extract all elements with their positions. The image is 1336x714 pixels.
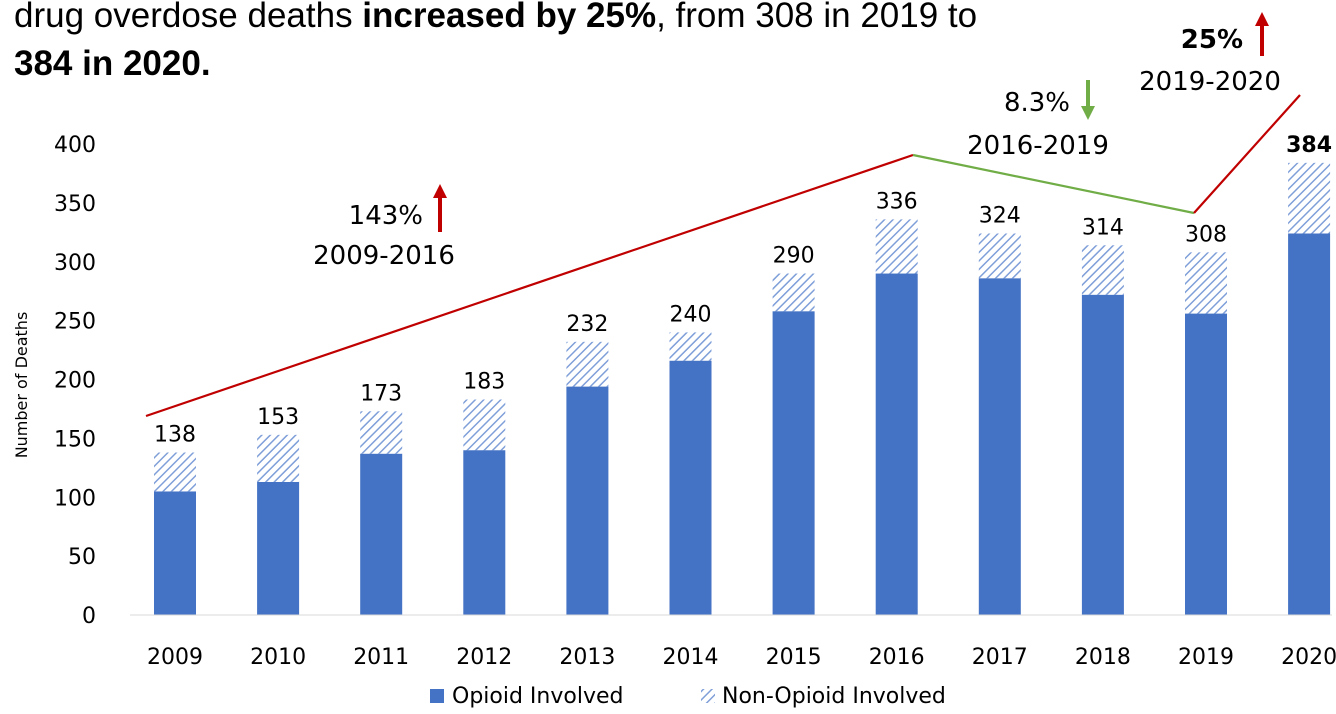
- bar-opioid-2011: [360, 453, 403, 615]
- up-arrow-icon-2009-2016: [433, 184, 447, 232]
- y-tick-label-400: 400: [54, 133, 96, 158]
- y-tick-label-350: 350: [54, 192, 96, 217]
- y-tick-label-50: 50: [68, 545, 96, 570]
- x-tick-label-2020: 2020: [1281, 645, 1336, 670]
- x-axis: 2009 2010 2011 2012 2013 2014 2015 2016 2017 2018…: [130, 614, 1336, 670]
- y-axis: 0 50 100 150 200 250 300 350 400 Number of Deaths: [12, 133, 96, 629]
- x-tick-label-2015: 2015: [766, 645, 822, 670]
- x-tick-label-2009: 2009: [147, 645, 203, 670]
- y-tick-label-100: 100: [54, 486, 96, 511]
- trend-line-2016-2019: [912, 153, 1195, 215]
- data-label-2010: 153: [257, 405, 299, 430]
- headline-bold-2: 384 in 2020: [14, 44, 201, 83]
- headline-bold-1: increased by 25%: [362, 0, 657, 35]
- data-label-2017: 324: [979, 203, 1021, 228]
- up-arrow-icon-2009-2016-head: [433, 184, 447, 198]
- bar-opioid-2015: [772, 311, 815, 615]
- data-label-2018: 314: [1082, 215, 1124, 240]
- headline-text-3: .: [200, 44, 211, 83]
- bar-opioid-2018: [1081, 294, 1124, 615]
- bar-non-opioid-2012: [463, 399, 506, 451]
- annotation-period-2009-2016: 2009-2016: [313, 241, 455, 271]
- annotation-pct-2009-2016: 143%: [349, 201, 423, 231]
- headline: drug overdose deaths increased by 25%, f…: [14, 0, 1104, 88]
- annotation-pct-2019-2020: 25%: [1181, 25, 1243, 55]
- annotation-period-2019-2020: 2019-2020: [1139, 67, 1281, 97]
- up-arrow-icon-2019-2020: [1255, 12, 1269, 56]
- bar-non-opioid-2019: [1185, 252, 1227, 314]
- bar-opioid-2016: [875, 273, 918, 615]
- bar-opioid-2010: [257, 481, 300, 615]
- y-tick-label-150: 150: [54, 427, 96, 452]
- x-tick-label-2014: 2014: [663, 645, 719, 670]
- legend: Opioid Involved Non-Opioid Involved: [430, 684, 946, 709]
- bar-non-opioid-2013: [566, 341, 609, 387]
- data-labels: 138 153 173 183 232 240 290 336 324 314 308 384: [154, 133, 1332, 448]
- x-tick-label-2016: 2016: [869, 645, 925, 670]
- annotation-period-2016-2019: 2016-2019: [967, 131, 1109, 161]
- trend-line-2009-2016: [145, 153, 914, 418]
- bar-non-opioid-2011: [360, 411, 403, 454]
- bar-non-opioid-2009: [154, 452, 196, 492]
- annotation-pct-2016-2019: 8.3%: [1004, 88, 1070, 118]
- y-tick-label-200: 200: [54, 369, 96, 394]
- data-label-2020: 384: [1286, 133, 1332, 158]
- annotations: 143% 2009-2016 8.3% 2016-2019 25% 2019-2020: [313, 12, 1281, 271]
- bar-opioid-2017: [978, 278, 1021, 615]
- trend-lines: [145, 94, 1301, 418]
- data-label-2011: 173: [360, 381, 402, 406]
- bar-non-opioid-2017: [978, 233, 1021, 279]
- bar-opioid-2020: [1288, 233, 1331, 616]
- legend-swatch-opioid: [430, 689, 444, 703]
- bar-opioid-2012: [463, 450, 506, 615]
- trend-line-2019-2020: [1193, 94, 1301, 214]
- headline-text-2: , from 308 in 2019 to: [656, 0, 978, 35]
- x-tick-label-2012: 2012: [456, 645, 512, 670]
- x-tick-label-2010: 2010: [250, 645, 306, 670]
- bar-non-opioid-2014: [669, 332, 712, 361]
- legend-swatch-non-opioid: [701, 689, 715, 703]
- bar-non-opioid-2018: [1081, 245, 1124, 295]
- legend-label-non-opioid: Non-Opioid Involved: [722, 684, 946, 709]
- y-tick-label-300: 300: [54, 251, 96, 276]
- x-tick-label-2018: 2018: [1075, 645, 1131, 670]
- bars: [154, 162, 1331, 616]
- data-label-2014: 240: [670, 302, 712, 327]
- bar-non-opioid-2010: [257, 434, 300, 482]
- bar-opioid-2009: [154, 491, 196, 615]
- legend-label-opioid: Opioid Involved: [452, 684, 623, 709]
- bar-non-opioid-2016: [875, 219, 918, 274]
- y-tick-label-0: 0: [82, 604, 96, 629]
- headline-text-1: drug overdose deaths: [14, 0, 363, 35]
- y-axis-label: Number of Deaths: [12, 312, 31, 459]
- bar-opioid-2014: [669, 360, 712, 615]
- data-label-2015: 290: [773, 244, 815, 269]
- x-tick-label-2011: 2011: [353, 645, 409, 670]
- up-arrow-icon-2019-2020-head: [1255, 12, 1269, 26]
- data-label-2009: 138: [154, 423, 196, 448]
- bar-opioid-2013: [566, 386, 609, 615]
- data-label-2013: 232: [566, 312, 608, 337]
- down-arrow-icon-2016-2019-head: [1081, 106, 1095, 120]
- y-tick-label-250: 250: [54, 310, 96, 335]
- x-tick-label-2019: 2019: [1178, 645, 1234, 670]
- bar-non-opioid-2020: [1288, 162, 1331, 234]
- data-label-2016: 336: [876, 189, 918, 214]
- x-tick-label-2017: 2017: [972, 645, 1028, 670]
- data-label-2019: 308: [1185, 222, 1227, 247]
- data-label-2012: 183: [463, 370, 505, 395]
- x-tick-label-2013: 2013: [559, 645, 615, 670]
- down-arrow-icon-2016-2019: [1081, 80, 1095, 120]
- bar-opioid-2019: [1185, 313, 1227, 615]
- bar-non-opioid-2015: [772, 273, 815, 312]
